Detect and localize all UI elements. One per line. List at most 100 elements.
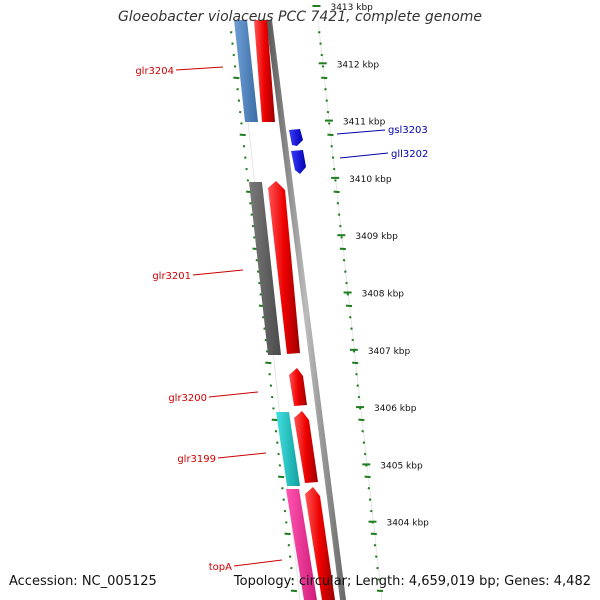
scale-label: 3408 kbp [362, 290, 405, 300]
inner-tick [231, 42, 234, 45]
scale-label: 3410 kbp [349, 175, 392, 185]
gene-arrow-glr3201-red[interactable] [268, 181, 300, 354]
gene-label-glr3200[interactable]: glr3200 [168, 393, 207, 404]
scale-label: 3411 kbp [343, 118, 386, 128]
leader-gll3202 [339, 152, 389, 159]
inner-tick [290, 589, 298, 593]
gene-label-glr3201[interactable]: glr3201 [152, 271, 191, 282]
inner-tick [244, 156, 247, 159]
outer-tick [352, 361, 359, 365]
scale-label: 3413 kbp [330, 3, 373, 13]
inner-tick [256, 270, 260, 273]
outer-tick [345, 281, 348, 285]
inner-tick-ruler [229, 31, 298, 593]
gene-arrow-gll3202[interactable] [291, 150, 306, 174]
inner-tick [239, 133, 246, 137]
outer-tick [356, 384, 359, 387]
genome-title: Gloeobacter violaceus PCC 7421, complete… [117, 9, 483, 25]
outer-tick [334, 179, 337, 182]
gene-label-glr3204[interactable]: glr3204 [135, 66, 174, 77]
inner-tick [270, 395, 274, 399]
inner-tick [251, 224, 255, 228]
outer-tick [337, 213, 341, 216]
outer-tick [362, 441, 366, 444]
inner-tick [233, 65, 237, 68]
inner-tick [233, 76, 240, 80]
inner-tick [229, 31, 233, 34]
inner-tick [259, 293, 262, 296]
scale-label: 3406 kbp [374, 404, 417, 414]
outer-tick [345, 304, 353, 308]
inner-tick [236, 88, 239, 91]
inner-tick [291, 578, 294, 581]
inner-tick [282, 498, 285, 501]
outer-tick [319, 42, 322, 45]
inner-tick [277, 452, 280, 456]
outer-tick [324, 88, 327, 91]
gene-label-gsl3203[interactable]: gsl3203 [388, 125, 428, 136]
outer-tick [320, 53, 324, 57]
scale-label: 3407 kbp [368, 347, 411, 357]
leader-glr3200 [208, 391, 259, 398]
leader-glr3199 [217, 452, 267, 459]
gene-arrow-glr3204-red[interactable] [254, 20, 275, 122]
scale-label: 3404 kbp [386, 519, 429, 529]
inner-tick [238, 110, 242, 114]
inner-tick [265, 361, 272, 365]
inner-tick [272, 407, 275, 410]
outer-tick [355, 373, 358, 376]
outer-tick [352, 350, 356, 353]
outer-tick [340, 236, 343, 239]
outer-tick [373, 544, 377, 547]
outer-tick [367, 487, 371, 490]
gene-arrow-gsl3203[interactable] [289, 129, 303, 146]
outer-tick [318, 31, 321, 34]
inner-tick [288, 555, 292, 558]
scale-labels: 3413 kbp 3412 kbp 3411 kbp 3410 kbp 3409 kbp… [312, 3, 429, 529]
scale-label: 3409 kbp [355, 232, 398, 242]
outer-tick [325, 99, 328, 102]
gene-block-topA[interactable] [286, 489, 317, 600]
inner-tick [290, 566, 293, 570]
outer-tick [330, 145, 333, 148]
outer-tick [331, 156, 335, 159]
inner-tick [274, 430, 278, 433]
topology-summary: Topology: circular; Length: 4,659,019 bp… [233, 574, 591, 589]
outer-tick [327, 122, 331, 125]
gene-label-topA[interactable]: topA [209, 562, 232, 573]
outer-tick [327, 133, 334, 137]
outer-tick [357, 395, 361, 399]
outer-tick [375, 555, 378, 558]
leader-topA [233, 559, 283, 567]
leader-glr3201 [192, 269, 244, 276]
leader-glr3204 [175, 66, 224, 71]
outer-tick [344, 270, 347, 273]
outer-tick [326, 110, 330, 114]
gene-arrow-glr3200-red[interactable] [289, 368, 307, 406]
outer-tick [332, 167, 336, 171]
inner-tick [255, 259, 259, 262]
inner-tick [268, 373, 271, 376]
gene-block-glr3204[interactable] [234, 20, 258, 122]
inner-tick [281, 487, 284, 490]
gene-block-glr3201[interactable] [249, 182, 281, 355]
gene-block-glr3199[interactable] [276, 412, 300, 486]
outer-tick [370, 509, 373, 513]
inner-tick [278, 464, 282, 467]
outer-tick [336, 202, 340, 205]
gene-arrow-topA-red[interactable] [305, 487, 335, 600]
inner-tick [237, 99, 241, 102]
inner-tick [240, 122, 243, 125]
inner-tick [283, 509, 287, 513]
outer-tick [358, 407, 362, 410]
outer-tick [377, 578, 380, 581]
outer-tick [333, 190, 340, 194]
gene-label-glr3199[interactable]: glr3199 [177, 454, 216, 465]
gene-arrow-glr3199-red[interactable] [294, 411, 318, 483]
inner-tick [278, 475, 285, 479]
outer-tick [321, 65, 325, 68]
leader-gsl3203 [336, 129, 386, 135]
outer-tick [364, 475, 371, 479]
gene-label-gll3202[interactable]: gll3202 [391, 149, 428, 160]
